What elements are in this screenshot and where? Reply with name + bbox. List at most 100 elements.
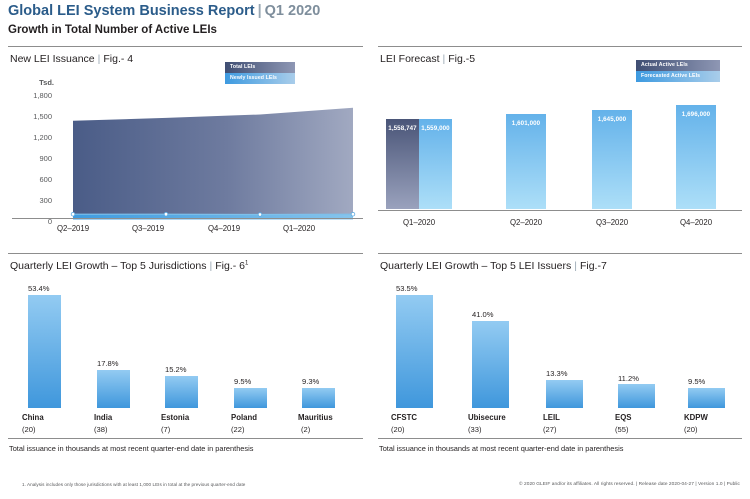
bar-value-kdpw: 9.5% bbox=[688, 377, 706, 386]
panel-new-lei-issuance: New LEI Issuance | Fig.- 4 Total LEIs Newl… bbox=[8, 46, 370, 236]
legend-item-actual-active-leis[interactable]: Actual Active LEIs bbox=[636, 60, 720, 71]
data-point-q3-2019 bbox=[163, 211, 169, 217]
bar-value-ubisecure: 41.0% bbox=[472, 310, 494, 319]
x-tick-q2-2019: Q2–2019 bbox=[56, 224, 90, 233]
bar-label-actual-q1-2020: 1,558,747 bbox=[388, 125, 417, 132]
y-tick-1800: 1,800 bbox=[33, 91, 52, 100]
bar-eqs[interactable] bbox=[618, 384, 655, 408]
bar-leil[interactable] bbox=[546, 379, 583, 408]
legend-item-total-leis[interactable]: Total LEIs bbox=[225, 62, 295, 73]
category-sub-cfstc: (20) bbox=[391, 425, 405, 434]
category-sub-india: (38) bbox=[94, 425, 108, 434]
panel-title-fig: Fig.- 6 bbox=[215, 260, 245, 272]
report-title: Global LEI System Business Report | Q1 202… bbox=[8, 3, 320, 20]
legend-item-forecasted-active-leis[interactable]: Forecasted Active LEIs bbox=[636, 71, 720, 82]
legend-item-newly-issued-leis[interactable]: Newly Issued LEIs bbox=[225, 73, 295, 84]
x-axis-line-fig4 bbox=[12, 218, 363, 219]
page-footnote: 1. Analysis includes only those jurisdic… bbox=[22, 482, 246, 487]
x-tick-q2-2020: Q2–2020 bbox=[509, 218, 543, 227]
bar-ubisecure[interactable] bbox=[472, 321, 509, 408]
bar-value-leil: 13.3% bbox=[546, 369, 568, 378]
bar-label-forecast-q4-2020: 1,696,000 bbox=[681, 111, 711, 118]
panel-top-jurisdictions: Quarterly LEI Growth – Top 5 Jurisdictio… bbox=[8, 253, 370, 468]
legend-fig4: Total LEIs Newly Issued LEIs bbox=[225, 62, 295, 84]
category-label-ubisecure: Ubisecure bbox=[468, 413, 506, 422]
panel-title-top-issuers: Quarterly LEI Growth – Top 5 LEI Issuers… bbox=[380, 260, 607, 272]
panel-title-text: New LEI Issuance bbox=[10, 53, 95, 65]
bar-plot-fig5: 1,558,747 1,559,000 1,601,000 1,645,000 … bbox=[378, 105, 742, 209]
panel-title-footnote-marker: 1 bbox=[244, 260, 249, 267]
panel-title-fig: Fig.-7 bbox=[579, 260, 607, 272]
y-tick-300: 300 bbox=[39, 196, 52, 205]
category-sub-ubisecure: (33) bbox=[468, 425, 482, 434]
panel-title-separator: | bbox=[97, 53, 101, 65]
page-copyright: © 2020 GLEIF and/or its affiliates. All … bbox=[519, 482, 740, 487]
panel-title-new-lei-issuance: New LEI Issuance | Fig.- 4 bbox=[10, 53, 133, 65]
bar-forecast-q4-2020[interactable]: 1,696,000 bbox=[676, 105, 716, 209]
panel-title-text: Quarterly LEI Growth – Top 5 Jurisdictio… bbox=[10, 260, 207, 272]
panel-divider bbox=[8, 46, 363, 47]
bar-value-cfstc: 53.5% bbox=[396, 284, 418, 293]
x-tick-q3-2020: Q3–2020 bbox=[595, 218, 629, 227]
x-tick-q4-2019: Q4–2019 bbox=[207, 224, 241, 233]
bar-china[interactable] bbox=[28, 295, 61, 408]
panel-top-issuers: Quarterly LEI Growth – Top 5 LEI Issuers… bbox=[378, 253, 744, 468]
x-tick-q1-2020: Q1–2020 bbox=[402, 218, 436, 227]
category-sub-kdpw: (20) bbox=[684, 425, 698, 434]
area-total-leis bbox=[73, 107, 353, 217]
x-tick-q3-2019: Q3–2019 bbox=[131, 224, 165, 233]
bar-label-forecast-q1-2020: 1,559,000 bbox=[421, 125, 450, 132]
panel-title-lei-forecast: LEI Forecast | Fig.-5 bbox=[380, 53, 475, 65]
category-label-estonia: Estonia bbox=[161, 413, 190, 422]
y-tick-1500: 1,500 bbox=[33, 112, 52, 121]
data-point-q1-2020 bbox=[350, 211, 356, 217]
bar-india[interactable] bbox=[97, 370, 130, 408]
bar-kdpw[interactable] bbox=[688, 387, 725, 408]
area-total-leis-line bbox=[72, 106, 354, 121]
report-header: Global LEI System Business Report | Q1 202… bbox=[8, 3, 320, 20]
category-sub-estonia: (7) bbox=[161, 425, 171, 434]
bar-plot-fig7 bbox=[378, 295, 742, 408]
report-title-main: Global LEI System Business Report bbox=[8, 3, 255, 19]
bar-cfstc[interactable] bbox=[396, 295, 433, 408]
category-label-eqs: EQS bbox=[615, 413, 632, 422]
data-point-q4-2019 bbox=[257, 212, 263, 217]
y-tick-600: 600 bbox=[39, 175, 52, 184]
panel-title-text: LEI Forecast bbox=[380, 53, 440, 65]
bar-poland[interactable] bbox=[234, 387, 267, 408]
category-label-leil: LEIL bbox=[543, 413, 560, 422]
category-label-mauritius: Mauritius bbox=[298, 413, 333, 422]
category-sub-leil: (27) bbox=[543, 425, 557, 434]
report-subtitle: Growth in Total Number of Active LEIs bbox=[8, 24, 217, 36]
category-label-china: China bbox=[22, 413, 44, 422]
panel-divider bbox=[378, 46, 742, 47]
x-axis-line-fig6 bbox=[8, 438, 363, 439]
bar-forecast-q3-2020[interactable]: 1,645,000 bbox=[592, 110, 632, 209]
bar-label-forecast-q3-2020: 1,645,000 bbox=[597, 116, 627, 123]
bar-mauritius[interactable] bbox=[302, 388, 335, 408]
bar-estonia[interactable] bbox=[165, 375, 198, 408]
bar-actual-q1-2020[interactable]: 1,558,747 bbox=[386, 119, 419, 209]
category-label-cfstc: CFSTC bbox=[391, 413, 417, 422]
bar-plot-fig6 bbox=[8, 295, 363, 408]
x-tick-q4-2020: Q4–2020 bbox=[679, 218, 713, 227]
legend-fig5: Actual Active LEIs Forecasted Active LEI… bbox=[636, 60, 720, 82]
area-chart-fig4 bbox=[70, 106, 356, 220]
bar-value-mauritius: 9.3% bbox=[302, 377, 320, 386]
bar-forecast-q2-2020[interactable]: 1,601,000 bbox=[506, 114, 546, 209]
y-tick-1200: 1,200 bbox=[33, 133, 52, 142]
bar-value-china: 53.4% bbox=[28, 284, 50, 293]
panel-title-fig: Fig.-5 bbox=[448, 53, 476, 65]
bar-value-eqs: 11.2% bbox=[618, 374, 639, 383]
panel-title-text: Quarterly LEI Growth – Top 5 LEI Issuers bbox=[380, 260, 572, 272]
panel-note-top-issuers: Total issuance in thousands at most rece… bbox=[379, 444, 624, 453]
category-label-kdpw: KDPW bbox=[684, 413, 708, 422]
bar-value-poland: 9.5% bbox=[234, 377, 252, 386]
panel-lei-forecast: LEI Forecast | Fig.-5 Actual Active LEIs F… bbox=[378, 46, 744, 236]
y-tick-0: 0 bbox=[47, 217, 52, 226]
bar-value-india: 17.8% bbox=[97, 359, 119, 368]
bar-forecast-q1-2020[interactable]: 1,559,000 bbox=[419, 119, 452, 209]
data-point-q2-2019 bbox=[70, 211, 76, 217]
x-axis-line-fig7 bbox=[378, 438, 742, 439]
